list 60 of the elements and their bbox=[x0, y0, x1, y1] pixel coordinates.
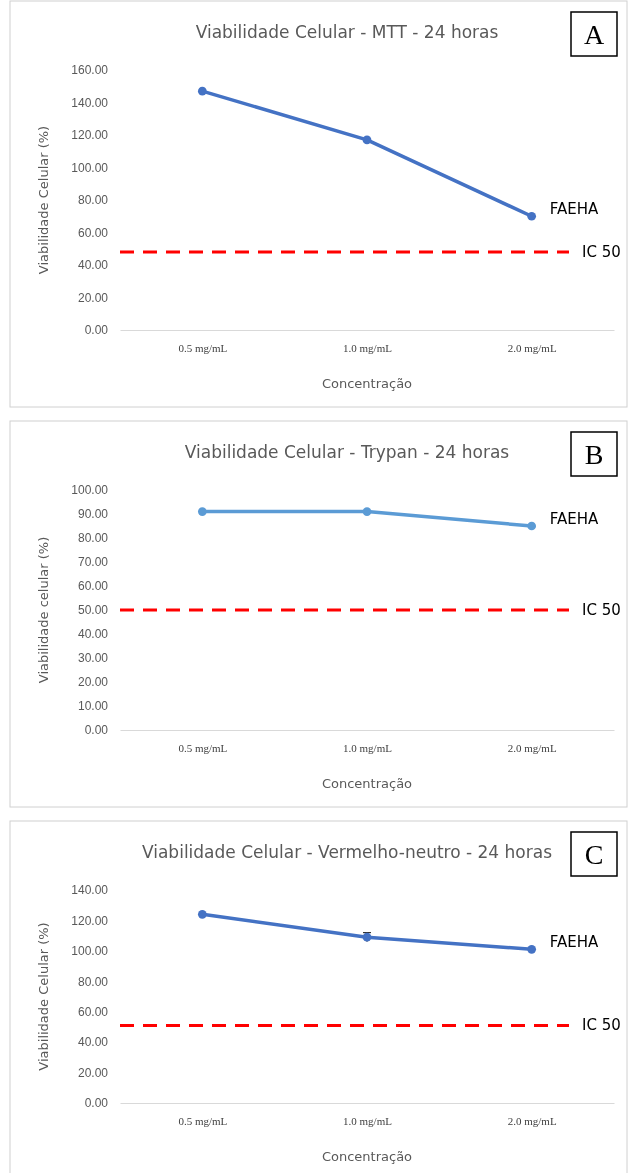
y-tick-label: 80.00 bbox=[77, 193, 109, 208]
y-tick-label: 90.00 bbox=[77, 507, 109, 522]
y-axis-title: Viabilidade Celular (%) bbox=[36, 125, 51, 275]
y-axis-title: Viabilidade Celular (%) bbox=[36, 922, 51, 1071]
y-tick-label: 50.00 bbox=[77, 603, 109, 618]
point bbox=[362, 135, 372, 145]
ref-line-label: IC 50 bbox=[582, 1016, 621, 1035]
x-tick-label: 1.0 mg/mL bbox=[343, 741, 393, 754]
y-tick-label: 140.00 bbox=[71, 95, 109, 110]
x-tick-label: 2.0 mg/mL bbox=[507, 1114, 557, 1127]
text: C bbox=[584, 839, 604, 870]
y-tick-label: 70.00 bbox=[77, 555, 109, 570]
point bbox=[197, 86, 207, 96]
y-tick-label: 0.00 bbox=[84, 323, 109, 338]
chart-title: Viabilidade Celular - MTT - 24 horas bbox=[195, 22, 499, 42]
x-tick-label: 0.5 mg/mL bbox=[178, 741, 228, 754]
y-tick-label: 60.00 bbox=[77, 579, 109, 594]
y-tick-label: 160.00 bbox=[71, 63, 109, 78]
y-tick-label: 100.00 bbox=[71, 160, 109, 175]
y-tick-label: 60.00 bbox=[77, 1005, 109, 1020]
y-tick-label: 140.00 bbox=[71, 883, 109, 898]
y-tick-label: 40.00 bbox=[77, 627, 109, 642]
y-tick-label: 40.00 bbox=[77, 1035, 109, 1050]
x-tick-label: 1.0 mg/mL bbox=[343, 1114, 393, 1127]
x-tick-label: 0.5 mg/mL bbox=[178, 1114, 228, 1127]
y-tick-label: 80.00 bbox=[77, 974, 109, 989]
chart-title: Viabilidade Celular - Trypan - 24 horas bbox=[184, 442, 510, 462]
y-axis-title: Viabilidade celular (%) bbox=[36, 536, 51, 684]
series-label: FAEHA bbox=[549, 510, 599, 528]
x-tick-label: 0.5 mg/mL bbox=[178, 341, 228, 354]
y-tick-label: 100.00 bbox=[71, 944, 109, 959]
y-tick-label: 20.00 bbox=[77, 1065, 109, 1080]
x-tick-label: 2.0 mg/mL bbox=[507, 741, 557, 754]
y-tick-label: 30.00 bbox=[77, 651, 109, 666]
y-tick-label: 0.00 bbox=[84, 723, 109, 738]
x-axis-title: Concentração bbox=[321, 776, 413, 791]
y-tick-label: 20.00 bbox=[77, 290, 109, 305]
y-tick-label: 60.00 bbox=[77, 225, 109, 240]
ref-line-label: IC 50 bbox=[582, 601, 621, 619]
series-label: FAEHA bbox=[549, 200, 599, 219]
text: B bbox=[584, 439, 604, 470]
chart-title: Viabilidade Celular - Vermelho-neutro - 24 horas bbox=[141, 842, 553, 862]
text: A bbox=[583, 19, 605, 50]
point bbox=[197, 909, 207, 919]
point bbox=[527, 211, 537, 221]
y-tick-label: 120.00 bbox=[71, 913, 109, 928]
y-tick-label: 20.00 bbox=[77, 675, 109, 690]
y-tick-label: 80.00 bbox=[77, 531, 109, 546]
x-axis-title: Concentração bbox=[321, 376, 413, 391]
y-tick-label: 0.00 bbox=[84, 1096, 109, 1111]
x-tick-label: 2.0 mg/mL bbox=[507, 341, 557, 354]
series-label: FAEHA bbox=[549, 933, 599, 952]
x-tick-label: 1.0 mg/mL bbox=[343, 341, 393, 354]
point bbox=[527, 944, 537, 954]
y-tick-label: 10.00 bbox=[77, 699, 109, 714]
x-axis-title: Concentração bbox=[321, 1149, 413, 1164]
y-tick-label: 100.00 bbox=[71, 483, 109, 498]
y-tick-label: 120.00 bbox=[71, 128, 109, 143]
ref-line-label: IC 50 bbox=[582, 243, 621, 261]
y-tick-label: 40.00 bbox=[77, 258, 109, 273]
